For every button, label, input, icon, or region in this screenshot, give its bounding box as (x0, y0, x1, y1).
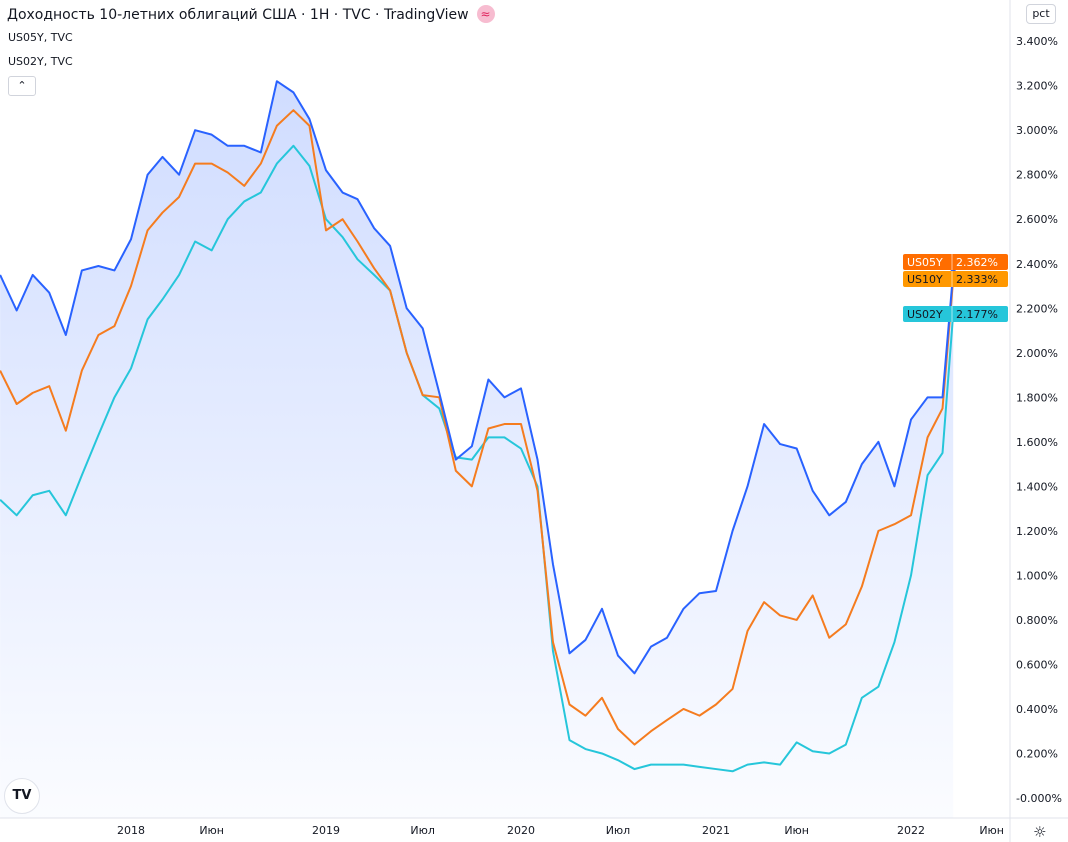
y-tick-label: -0.000% (1016, 792, 1062, 805)
x-tick-label: Июн (979, 824, 1004, 837)
scale-mode-button[interactable]: pct (1026, 4, 1056, 24)
price-axis[interactable]: -0.000% 0.200% 0.400% 0.600% 0.800% 1.000% 1.2… (1016, 35, 1062, 805)
y-tick-label: 1.200% (1016, 525, 1058, 538)
legend-us02y[interactable]: US02Y, TVC (8, 55, 73, 68)
tradingview-logo[interactable]: TV (4, 778, 40, 814)
us05y-price-label: US05Y 2.362% (903, 254, 1008, 270)
x-tick-label: 2022 (897, 824, 925, 837)
x-tick-label: 2021 (702, 824, 730, 837)
y-tick-label: 0.600% (1016, 658, 1058, 671)
us10y-line[interactable] (0, 109, 955, 746)
series-name: US05Y (907, 256, 943, 269)
x-tick-label: Июн (199, 824, 224, 837)
y-tick-label: 0.800% (1016, 614, 1058, 627)
last-value: 2.333% (956, 273, 998, 286)
approx-equal-icon[interactable]: ≈ (476, 5, 495, 23)
y-tick-label: 2.800% (1016, 169, 1058, 182)
y-tick-label: 3.200% (1016, 80, 1058, 93)
y-tick-label: 0.400% (1016, 703, 1058, 716)
us05y-area (0, 81, 954, 818)
gear-icon[interactable]: ☼ (1033, 823, 1047, 841)
y-tick-label: 2.400% (1016, 258, 1058, 271)
us02y-line[interactable] (0, 144, 955, 773)
y-tick-label: 2.000% (1016, 347, 1058, 360)
y-tick-label: 1.400% (1016, 480, 1058, 493)
us05y-line[interactable] (0, 80, 955, 675)
y-tick-label: 1.000% (1016, 569, 1058, 582)
x-tick-label: 2020 (507, 824, 535, 837)
series-name: US02Y (907, 308, 943, 321)
collapse-legend-button[interactable]: ⌃ (8, 76, 36, 96)
x-tick-label: 2019 (312, 824, 340, 837)
last-value: 2.177% (956, 308, 998, 321)
us10y-price-label: US10Y 2.333% (903, 271, 1008, 287)
y-tick-label: 3.400% (1016, 35, 1058, 48)
legend-us05y[interactable]: US05Y, TVC (8, 31, 73, 44)
title-text: Доходность 10-летних облигаций США · 1H … (7, 7, 469, 23)
y-tick-label: 1.600% (1016, 436, 1058, 449)
y-tick-label: 1.800% (1016, 391, 1058, 404)
us02y-price-label: US02Y 2.177% (903, 306, 1008, 322)
y-tick-label: 0.200% (1016, 747, 1058, 760)
y-tick-label: 3.000% (1016, 124, 1058, 137)
y-tick-label: 2.600% (1016, 213, 1058, 226)
chevron-up-icon: ⌃ (17, 79, 27, 92)
y-tick-label: 2.200% (1016, 302, 1058, 315)
x-tick-label: Июл (410, 824, 435, 837)
chart-title: Доходность 10-летних облигаций США · 1H … (7, 5, 495, 23)
series-name: US10Y (907, 273, 943, 286)
x-tick-label: Июн (784, 824, 809, 837)
x-tick-label: Июл (606, 824, 631, 837)
x-tick-label: 2018 (117, 824, 145, 837)
last-value: 2.362% (956, 256, 998, 269)
time-axis[interactable]: 2018 Июн 2019 Июл 2020 Июл 2021 Июн 2022 Июн (117, 824, 1004, 837)
